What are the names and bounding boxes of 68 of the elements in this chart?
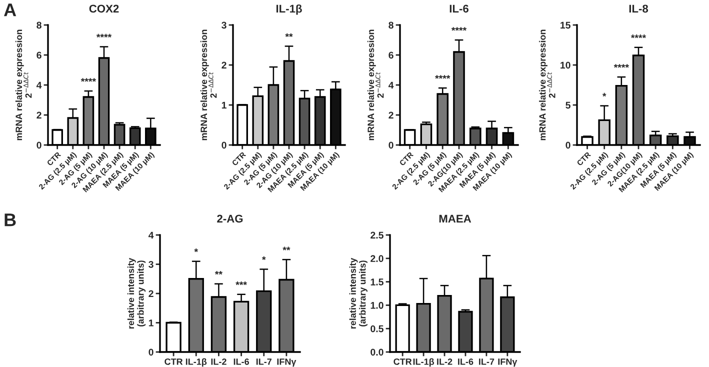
annotation: **** [630, 34, 646, 38]
annotation: **** [451, 27, 467, 31]
y-axis-title: mRNA relative expression 2$^{−ΔΔCt}$ [200, 30, 217, 140]
y-axis-title: mRNA relative expression 2$^{−ΔΔCt}$ [539, 30, 556, 140]
y-tick-label: 0 [222, 142, 226, 149]
annotation: * [602, 92, 606, 97]
chart-title: COX2 [89, 4, 119, 13]
x-tick-label: IL-2 [437, 358, 452, 365]
y-tick-label: 1.5 [370, 278, 384, 286]
y-tick-label: 4 [148, 232, 154, 239]
x-tick-label: IL-1β [413, 358, 434, 367]
y-axis-title: mRNA relative expression 2$^{−ΔΔCt}$ [15, 30, 32, 140]
annotation: *** [236, 282, 247, 286]
y-tick-label: 2.5 [370, 232, 384, 239]
y-tick-label: 1 [148, 320, 154, 326]
chart-title: IL-6 [450, 4, 468, 13]
x-tick-label: IL-6 [458, 358, 474, 365]
y-tick-label: 0 [36, 142, 42, 149]
y-tick-label: 6 [388, 52, 394, 59]
y-tick-label: 0 [566, 142, 570, 149]
y-tick-label: 0.0 [370, 348, 384, 356]
text: B [4, 214, 16, 226]
text: A [4, 4, 16, 16]
x-tick-label: IFNγ [498, 358, 518, 367]
x-tick-label: IL-6 [234, 358, 249, 365]
y-tick-label: 4 [388, 82, 394, 89]
annotation: * [194, 248, 198, 252]
x-tick-label: IL-1β [186, 358, 207, 367]
y-tick-label: 10 [560, 62, 570, 69]
y-tick-label: 2.0 [370, 255, 384, 262]
y-tick-label: 2 [148, 290, 154, 298]
y-tick-label: 0.5 [370, 325, 384, 332]
y-axis-title: relative intensity (arbitrary units) [349, 258, 368, 329]
y-tick-label: 15 [560, 22, 570, 29]
x-tick-label: IL-2 [211, 358, 226, 365]
chart-title: MAEA [439, 214, 472, 222]
y-tick-label: 6 [36, 52, 42, 59]
annotation: ** [214, 270, 222, 275]
y-tick-label: 2 [222, 62, 226, 69]
y-axis-title: mRNA relative expression 2$^{−ΔΔCt}$ [367, 30, 384, 140]
x-tick-label: IL-7 [256, 358, 272, 365]
x-tick-label: IL-7 [479, 358, 494, 365]
annotation: **** [80, 78, 96, 82]
y-tick-label: 2 [388, 112, 394, 119]
chart-title: IL-1β [276, 4, 302, 15]
y-tick-label: 3 [148, 260, 154, 268]
annotation: * [262, 256, 266, 260]
y-tick-label: 1.0 [370, 302, 384, 309]
annotation: **** [435, 75, 450, 79]
x-tick-label: CTR [164, 358, 183, 365]
y-tick-label: 3 [222, 22, 226, 29]
y-tick-label: 8 [388, 22, 394, 29]
annotation: **** [614, 64, 629, 68]
y-tick-label: 5 [566, 102, 570, 109]
annotation: **** [96, 34, 112, 38]
annotation: ** [285, 33, 293, 37]
y-tick-label: 1 [222, 102, 226, 109]
x-tick-label: IFNγ [277, 358, 296, 367]
y-tick-label: 8 [36, 22, 42, 29]
y-tick-label: 2 [36, 112, 42, 119]
chart-title: 2-AG [217, 214, 243, 223]
annotation: ** [282, 246, 290, 250]
x-tick-label: CTR [394, 358, 412, 365]
y-axis-title: relative intensity (arbitrary units) [127, 258, 146, 329]
y-tick-label: 0 [148, 348, 154, 356]
y-tick-label: 0 [388, 142, 394, 149]
chart-title: IL-8 [629, 4, 648, 13]
y-tick-label: 4 [36, 82, 42, 89]
